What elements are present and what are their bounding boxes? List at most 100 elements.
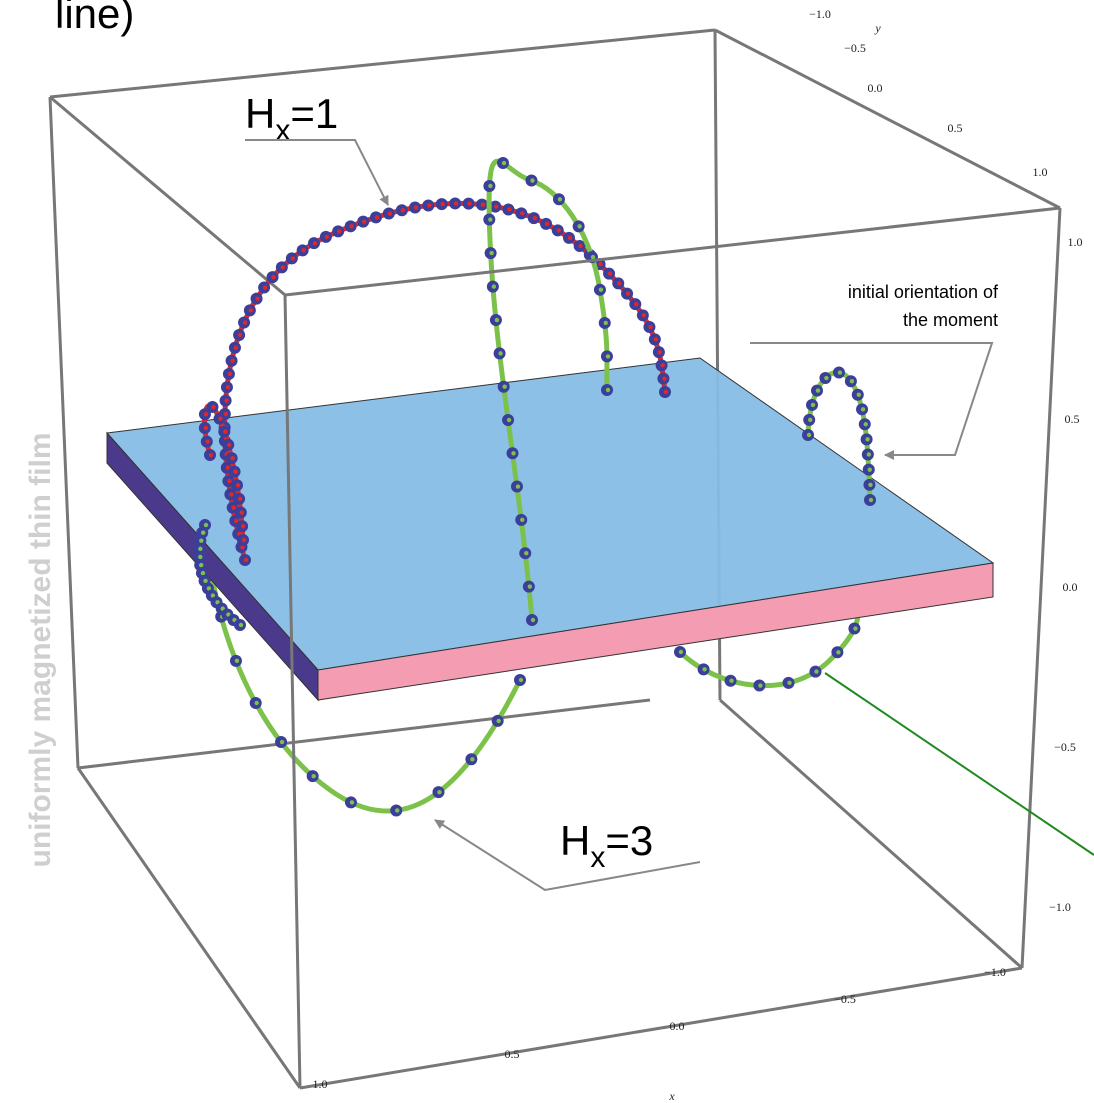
point-core [301, 248, 305, 252]
point-core [520, 211, 524, 215]
point-core [204, 412, 208, 416]
point-core [679, 650, 683, 654]
point-core [814, 669, 818, 673]
point-core [838, 370, 842, 374]
point-core [401, 208, 405, 212]
point-core [243, 320, 247, 324]
top-fragment: line) [55, 0, 134, 37]
point-core [218, 416, 222, 420]
point-core [808, 418, 812, 422]
point-core [467, 201, 471, 205]
x-tick-label: −1.0 [984, 965, 1006, 979]
point-core [868, 483, 872, 487]
point-core [488, 217, 492, 221]
point-core [578, 244, 582, 248]
point-core [658, 350, 662, 354]
point-core [599, 288, 603, 292]
point-core [608, 271, 612, 275]
point-core [545, 222, 549, 226]
point-core [234, 346, 238, 350]
symbol: H [245, 90, 275, 137]
point-core [857, 393, 861, 397]
point-core [634, 302, 638, 306]
point-core [591, 255, 595, 259]
point-core [441, 202, 445, 206]
point-core [255, 296, 259, 300]
point-core [227, 443, 231, 447]
point-core [235, 659, 239, 663]
z-tick-label: −1.0 [1049, 900, 1071, 914]
point-core [236, 483, 240, 487]
point-core [604, 321, 608, 325]
point-core [201, 530, 205, 534]
x-tick-label: −0.5 [834, 992, 856, 1006]
point-core [502, 385, 506, 389]
point-core [198, 547, 202, 551]
y-tick-label: 1.0 [1033, 165, 1048, 179]
hx1-label: Hx=1 [245, 90, 338, 147]
point-core [481, 202, 485, 206]
point-core [204, 523, 208, 527]
point-core [664, 390, 668, 394]
point-core [233, 469, 237, 473]
point-core [557, 228, 561, 232]
point-core [787, 681, 791, 685]
point-core [648, 325, 652, 329]
y-tick-label: 0.0 [868, 81, 883, 95]
point-core [427, 203, 431, 207]
point-core [606, 388, 610, 392]
point-core [850, 379, 854, 383]
point-core [199, 538, 203, 542]
point-core [811, 403, 815, 407]
point-core [437, 790, 441, 794]
point-core [325, 235, 329, 239]
rest: =1 [290, 90, 338, 137]
point-core [226, 385, 230, 389]
symbol: H [560, 817, 590, 864]
point-core [241, 524, 245, 528]
point-core [388, 211, 392, 215]
point-core [861, 407, 865, 411]
point-core [558, 197, 562, 201]
x-axis-label: x [668, 1089, 675, 1103]
point-core [533, 216, 537, 220]
point-core [495, 318, 499, 322]
rest: =3 [605, 817, 653, 864]
point-core [271, 275, 275, 279]
point-core [281, 265, 285, 269]
point-core [530, 178, 534, 182]
z-tick-label: 0.5 [1065, 412, 1080, 426]
point-core [201, 571, 205, 575]
z-tick-label: 0.0 [1063, 580, 1078, 594]
y-tick-label: −1.0 [809, 7, 831, 21]
point-core [280, 740, 284, 744]
point-core [349, 224, 353, 228]
point-core [531, 618, 535, 622]
point-core [224, 398, 228, 402]
point-core [350, 800, 354, 804]
point-core [199, 563, 203, 567]
point-core [868, 467, 872, 471]
point-core [454, 201, 458, 205]
point-core [238, 497, 242, 501]
point-core [816, 388, 820, 392]
point-core [238, 333, 242, 337]
point-core [470, 757, 474, 761]
point-core [507, 207, 511, 211]
point-core [511, 451, 515, 455]
point-core [702, 667, 706, 671]
point-core [807, 433, 811, 437]
point-core [375, 215, 379, 219]
point-core [254, 701, 258, 705]
y-tick-label: 0.5 [948, 121, 963, 135]
point-core [606, 354, 610, 358]
point-core [494, 204, 498, 208]
point-core [489, 251, 493, 255]
point-core [229, 492, 233, 496]
point-core [223, 429, 227, 433]
subscript: x [590, 841, 605, 874]
point-core [864, 422, 868, 426]
point-core [568, 236, 572, 240]
point-core [642, 313, 646, 317]
point-core [337, 229, 341, 233]
